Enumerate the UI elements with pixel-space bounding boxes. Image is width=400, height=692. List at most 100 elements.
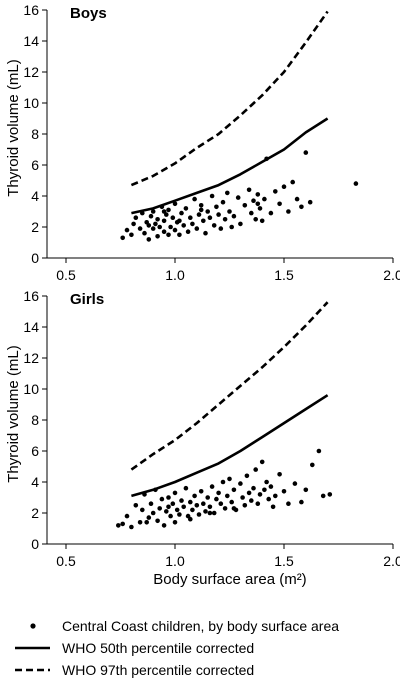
y-tick-label: 8 [31,412,39,428]
data-point [185,229,191,234]
data-point [203,230,208,236]
data-point [205,209,210,214]
data-point [251,485,256,491]
data-point [266,496,272,502]
data-point [183,206,189,211]
data-point [253,467,258,472]
data-point [218,501,224,507]
data-point [244,473,250,479]
data-point [188,215,193,220]
data-point [320,493,326,499]
data-point [166,504,171,510]
y-tick-label: 8 [31,126,39,142]
data-point [201,218,206,224]
data-point [203,509,208,514]
y-tick-label: 6 [31,443,39,459]
data-point [246,187,252,193]
y-tick-label: 10 [23,95,39,111]
data-point [153,221,158,227]
legend-label: Central Coast children, by body surface … [62,618,339,634]
data-point [249,498,254,503]
data-point [120,235,125,241]
x-tick-label: 2.0 [383,267,400,283]
data-point [192,493,197,499]
x-tick-label: 1.5 [274,267,294,283]
y-tick-label: 4 [31,474,39,490]
x-tick-label: 1.0 [165,267,185,283]
panel-title: Girls [70,291,104,308]
data-point [273,493,278,499]
data-point [179,498,184,503]
data-point [129,524,134,530]
data-point [161,218,167,224]
data-point [140,507,145,513]
data-point [124,227,130,233]
data-point [194,226,200,231]
x-tick-label: 2.0 [383,553,400,569]
data-point [177,218,182,224]
data-point [273,189,278,194]
data-point [172,490,178,496]
data-point [255,501,261,507]
legend-label: WHO 50th percentile corrected [62,640,254,656]
legend: Central Coast children, by body surface … [15,618,339,678]
data-point [188,516,193,522]
data-point [303,487,309,493]
data-point [262,196,267,202]
data-point [220,479,226,485]
who-97th-percentile-line [130,301,329,471]
who-50th-percentile-line [131,394,329,498]
data-point [198,489,204,494]
data-point [155,234,160,239]
data-point [164,509,169,514]
data-point [310,462,315,468]
data-point [177,232,182,238]
data-point [242,503,248,508]
x-tick-label: 0.5 [56,267,76,283]
data-point [124,513,130,519]
data-point [281,184,287,189]
data-point [196,212,202,217]
data-point [153,487,158,493]
data-point [262,487,267,493]
data-point [218,226,224,231]
data-point [150,226,156,231]
data-point [238,221,243,227]
data-point [227,209,232,214]
x-axis-label: Body surface area (m²) [153,571,306,588]
data-point [225,190,230,196]
data-point [255,201,261,207]
data-point [174,507,180,513]
data-point [170,501,176,507]
data-point [157,224,162,230]
data-point [159,204,165,210]
data-point [211,223,217,228]
data-point [168,513,173,519]
data-point [131,221,136,227]
data-point [209,193,215,199]
y-tick-label: 12 [23,350,39,366]
data-point [257,206,263,211]
data-point [307,199,313,205]
data-point [133,503,139,508]
data-point [231,213,237,219]
data-point [137,520,143,525]
data-point [316,448,322,454]
y-tick-label: 0 [31,536,39,552]
legend-label: WHO 97th percentile corrected [62,662,254,678]
data-point [238,481,243,486]
data-point [231,506,237,511]
y-tick-label: 0 [31,250,39,266]
data-point [222,506,228,511]
data-point [150,209,156,214]
data-point [211,510,217,516]
data-point [183,485,189,491]
data-point [146,237,152,242]
y-tick-label: 4 [31,188,39,204]
data-point [290,179,296,185]
y-tick-label: 2 [31,219,39,235]
x-tick-label: 0.5 [56,553,76,569]
data-point [148,501,154,507]
x-tick-label: 1.5 [274,553,294,569]
data-point [190,507,195,513]
